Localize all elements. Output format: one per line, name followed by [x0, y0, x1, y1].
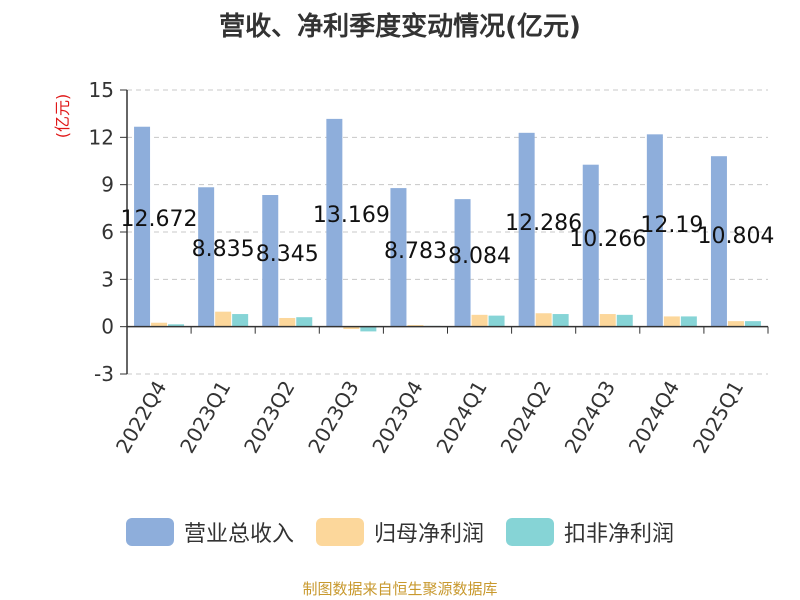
bar-2023Q3-s2[interactable] — [360, 326, 377, 332]
bar-2023Q2-s1[interactable] — [279, 317, 296, 327]
bars — [134, 118, 761, 332]
data-label: 13.169 — [313, 203, 390, 228]
legend-label-revenue: 营业总收入 — [183, 522, 294, 547]
bar-2024Q2-s1[interactable] — [535, 313, 552, 327]
bar-2024Q4-s0[interactable] — [646, 134, 663, 327]
axes: -3 0 3 6 9 12 15 2022Q4 2023Q1 2023Q2 2023Q3 2023Q4… — [89, 78, 769, 458]
x-tick-label: 2025Q1 — [688, 377, 748, 458]
data-label: 8.345 — [256, 242, 319, 267]
legend-label-net-profit: 归母净利润 — [373, 522, 484, 547]
data-label: 8.835 — [192, 237, 255, 262]
data-label: 10.804 — [697, 224, 774, 249]
bar-2025Q1-s2[interactable] — [744, 321, 761, 327]
bar-2025Q1-s0[interactable] — [710, 156, 727, 327]
bar-2024Q1-s1[interactable] — [471, 314, 488, 327]
x-tick-label: 2023Q1 — [175, 377, 235, 458]
y-axis-label: (亿元) — [53, 94, 72, 139]
y-tick-label: 0 — [101, 315, 114, 339]
x-tick-label: 2024Q2 — [496, 377, 556, 458]
y-tick-label: -3 — [94, 362, 114, 386]
x-tick-label: 2024Q3 — [560, 377, 620, 458]
legend-swatch-net-profit — [315, 518, 364, 546]
x-tick-label: 2023Q2 — [239, 377, 299, 458]
bar-2022Q4-s1[interactable] — [151, 322, 168, 327]
legend: 营业总收入 归母净利润 扣非净利润 — [0, 516, 800, 548]
y-tick-label: 3 — [101, 267, 114, 291]
x-tick-label: 2024Q1 — [431, 377, 491, 458]
bar-2023Q3-s0[interactable] — [326, 118, 343, 327]
bar-2023Q2-s2[interactable] — [296, 317, 313, 327]
bar-2023Q4-s0[interactable] — [390, 188, 407, 327]
bar-2024Q4-s2[interactable] — [680, 316, 697, 327]
bar-2024Q4-s1[interactable] — [663, 316, 680, 327]
bar-2024Q3-s0[interactable] — [582, 164, 599, 327]
x-tick-label: 2022Q4 — [111, 377, 171, 458]
data-label: 10.266 — [569, 227, 646, 252]
y-tick-label: 9 — [101, 173, 114, 197]
data-label: 8.084 — [448, 244, 511, 269]
legend-item-deducted-profit[interactable]: 扣非净利润 — [506, 516, 674, 548]
data-label: 12.286 — [505, 211, 582, 236]
legend-label-deducted-profit: 扣非净利润 — [564, 522, 675, 547]
bar-2023Q2-s0[interactable] — [262, 195, 279, 327]
bar-2023Q3-s1[interactable] — [343, 326, 360, 330]
data-label: 8.783 — [384, 239, 447, 264]
legend-swatch-revenue — [125, 518, 174, 546]
x-tick-label: 2023Q3 — [303, 377, 363, 458]
bar-2024Q3-s1[interactable] — [599, 314, 616, 327]
bar-2023Q1-s1[interactable] — [215, 311, 232, 327]
bar-2022Q4-s2[interactable] — [168, 324, 185, 327]
bar-2024Q3-s2[interactable] — [616, 314, 633, 327]
chart-title: 营收、净利季度变动情况(亿元) — [219, 12, 581, 42]
bar-2023Q1-s0[interactable] — [198, 187, 215, 327]
y-tick-label: 15 — [89, 78, 114, 102]
data-label: 12.672 — [121, 207, 198, 232]
y-tick-label: 6 — [101, 220, 114, 244]
bar-2023Q1-s2[interactable] — [232, 314, 249, 327]
legend-item-revenue[interactable]: 营业总收入 — [125, 516, 294, 548]
bar-2024Q1-s0[interactable] — [454, 199, 471, 327]
bar-2022Q4-s0[interactable] — [134, 126, 151, 327]
bar-2024Q2-s0[interactable] — [518, 132, 535, 327]
x-tick-label: 2023Q4 — [367, 377, 427, 458]
source-note: 制图数据来自恒生聚源数据库 — [302, 580, 498, 598]
data-label: 12.19 — [640, 213, 703, 238]
bar-2025Q1-s1[interactable] — [727, 321, 744, 327]
y-tick-label: 12 — [89, 125, 114, 149]
bar-2024Q2-s2[interactable] — [552, 314, 569, 327]
legend-item-net-profit[interactable]: 归母净利润 — [315, 516, 484, 548]
x-tick-label: 2024Q4 — [624, 377, 684, 458]
bar-2024Q1-s2[interactable] — [488, 315, 505, 327]
bar-2023Q4-s1[interactable] — [407, 325, 424, 327]
legend-swatch-deducted-profit — [506, 518, 554, 546]
